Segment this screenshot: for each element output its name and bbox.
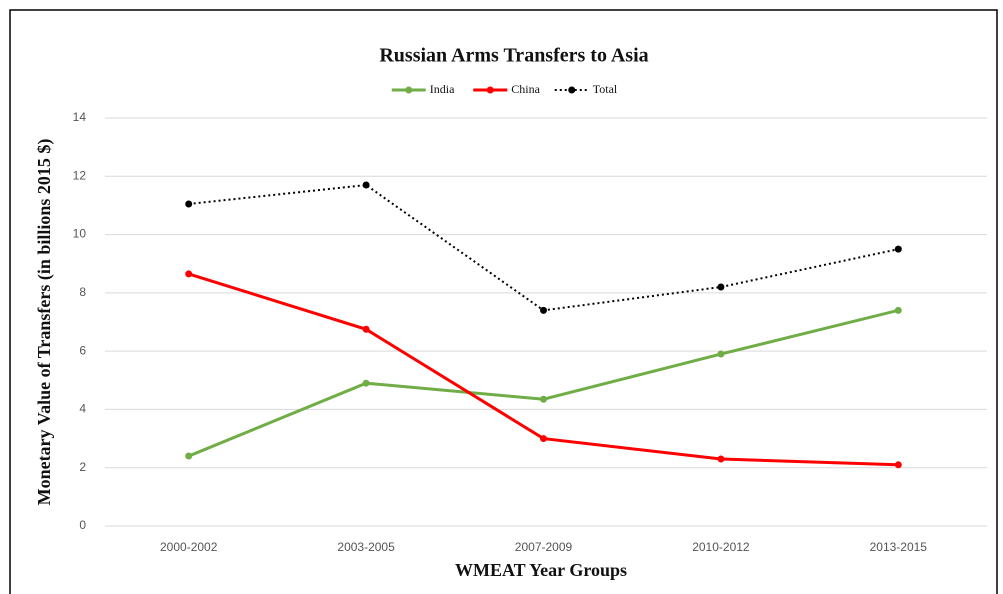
y-tick-label: 4 bbox=[79, 402, 86, 416]
x-tick-label: 2003-2005 bbox=[337, 540, 395, 554]
y-tick-label: 14 bbox=[73, 110, 87, 124]
frame bbox=[9, 9, 998, 594]
legend-marker bbox=[405, 86, 413, 94]
legend-label: China bbox=[511, 82, 540, 96]
point bbox=[717, 283, 725, 291]
y-tick-label: 0 bbox=[79, 518, 86, 532]
point bbox=[717, 350, 725, 358]
y-axis-label: Monetary Value of Transfers (in billions… bbox=[34, 139, 55, 506]
series-line bbox=[188, 183, 899, 312]
legend-label: India bbox=[430, 82, 455, 96]
point bbox=[362, 181, 370, 189]
legend-marker bbox=[568, 86, 576, 94]
legend: India China Total bbox=[391, 82, 618, 96]
point bbox=[185, 452, 193, 460]
point bbox=[362, 325, 370, 333]
point bbox=[185, 270, 193, 278]
point bbox=[894, 245, 902, 253]
chart-title: Russian Arms Transfers to Asia bbox=[379, 45, 648, 67]
point bbox=[717, 455, 725, 463]
x-tick-label: 2007-2009 bbox=[515, 540, 573, 554]
point bbox=[540, 306, 547, 314]
y-tick-label: 6 bbox=[79, 343, 86, 357]
point bbox=[894, 461, 902, 469]
x-axis-label: WMEAT Year Groups bbox=[455, 560, 627, 580]
legend-marker bbox=[486, 86, 494, 94]
point bbox=[540, 435, 547, 443]
x-tick-label: 2000-2002 bbox=[160, 540, 218, 554]
point bbox=[185, 200, 193, 208]
point bbox=[540, 395, 547, 403]
point bbox=[894, 306, 902, 314]
y-tick-label: 2 bbox=[79, 460, 86, 474]
y-tick-label: 8 bbox=[79, 285, 86, 299]
y-tick-label: 10 bbox=[73, 227, 87, 241]
y-tick-label: 12 bbox=[73, 168, 87, 182]
x-tick-label: 2010-2012 bbox=[692, 540, 750, 554]
legend-label: Total bbox=[593, 82, 618, 96]
point bbox=[362, 379, 370, 387]
x-tick-label: 2013-2015 bbox=[870, 540, 928, 554]
series-line bbox=[188, 308, 899, 458]
